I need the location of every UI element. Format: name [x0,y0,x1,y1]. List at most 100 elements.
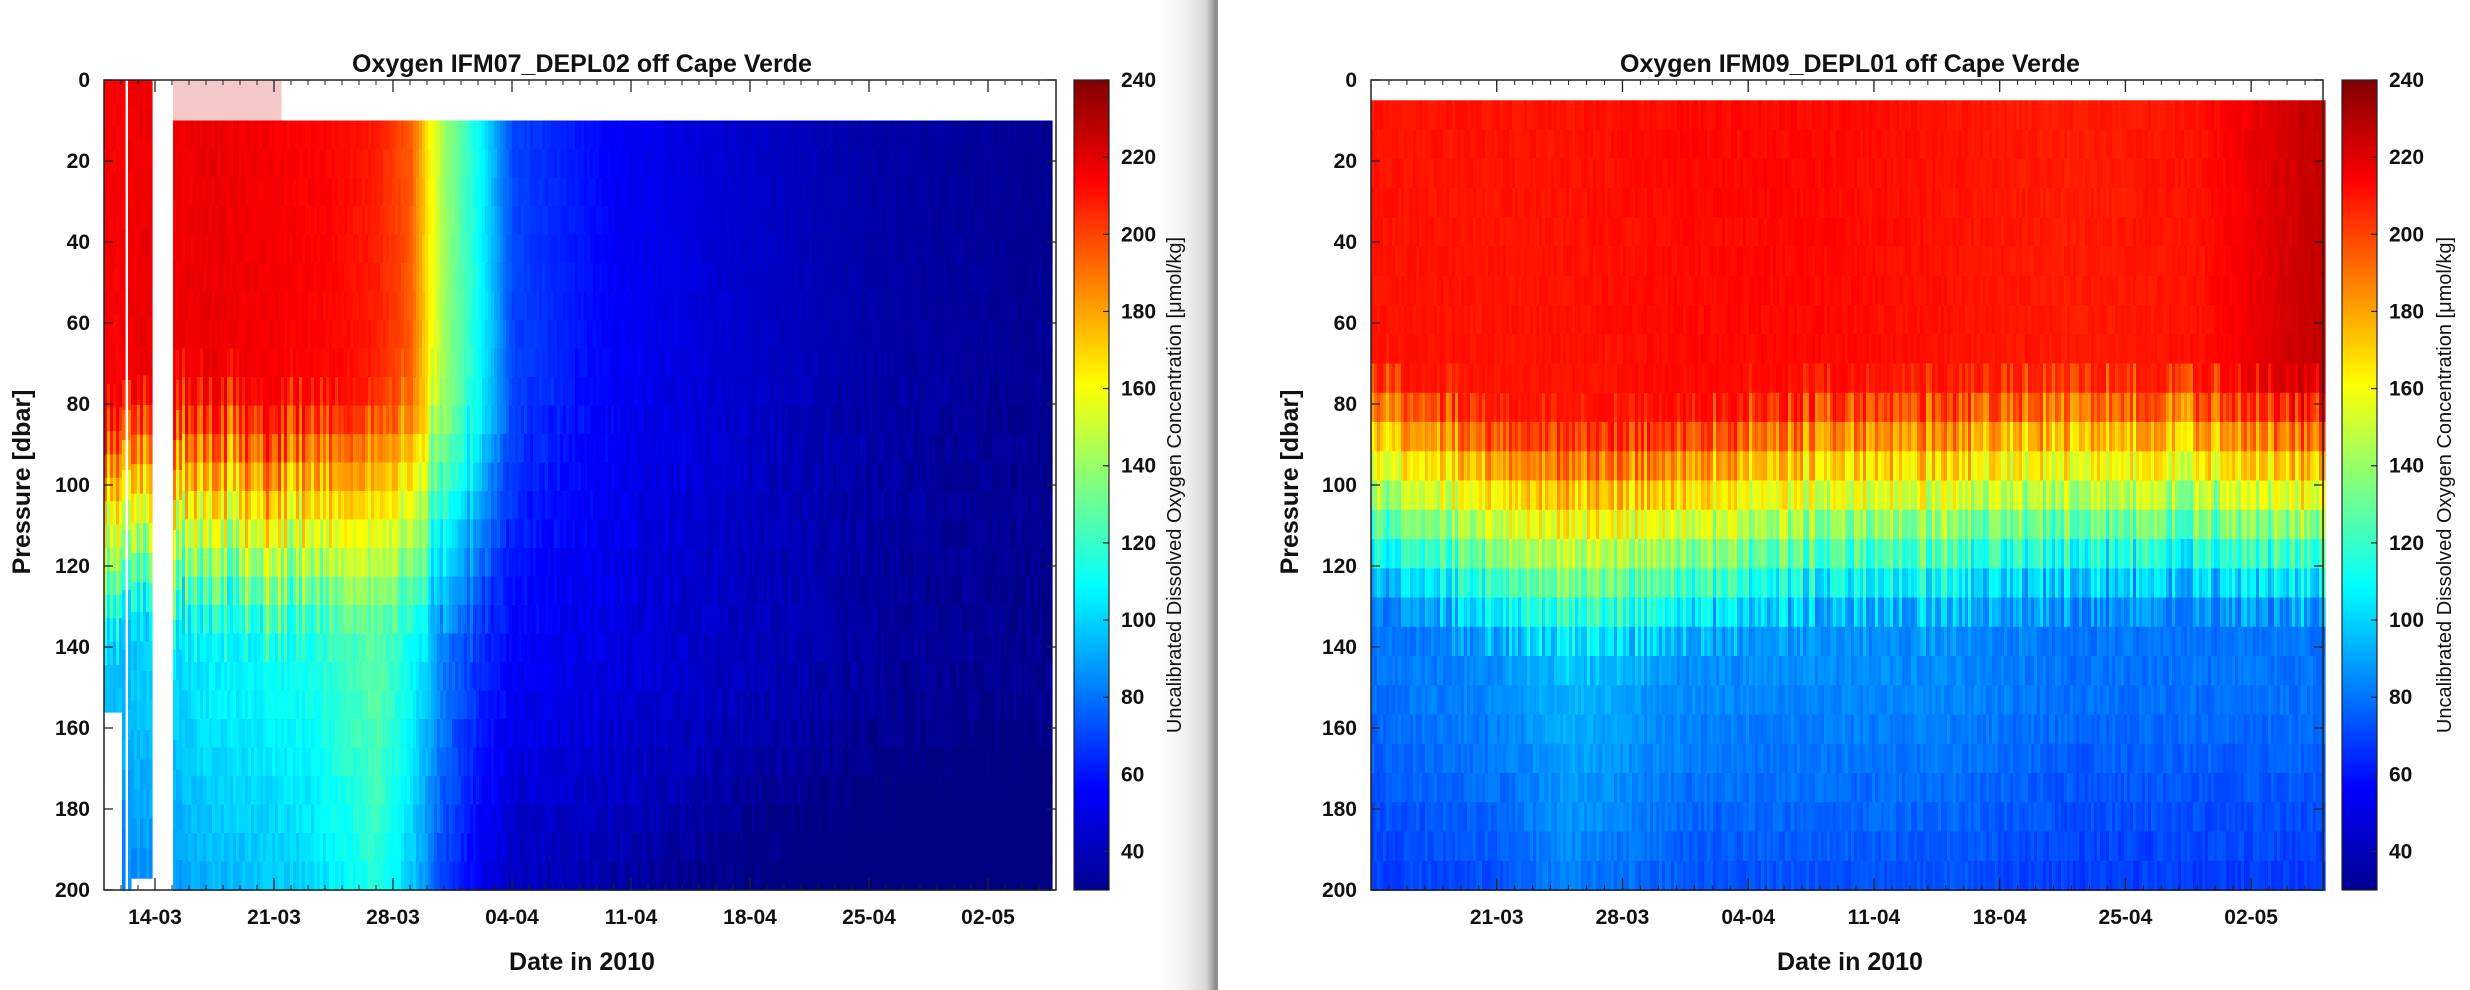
heatmap-cell [368,633,372,663]
heatmap-cell [584,491,588,521]
heatmap-cell [146,464,150,495]
heatmap-cell [149,641,153,672]
heatmap-cell [455,405,459,435]
heatmap-cell [602,776,606,806]
heatmap-cell [548,548,552,578]
heatmap-cell [500,434,504,464]
heatmap-cell [290,291,294,321]
heatmap-cell [569,719,573,749]
heatmap-cell [353,804,357,834]
heatmap-cell [329,776,333,806]
heatmap-cell [239,690,243,720]
heatmap-cell [347,120,351,150]
heatmap-cell [272,120,276,150]
heatmap-cell [656,234,660,264]
heatmap-cell [197,519,201,549]
heatmap-cell [350,747,354,777]
heatmap-cell [596,861,600,891]
heatmap-cell [143,80,147,111]
heatmap-cell [290,120,294,150]
heatmap-cell [548,491,552,521]
heatmap-cell [290,519,294,549]
heatmap-cell [185,263,189,293]
heatmap-cell [326,690,330,720]
heatmap-cell [650,149,654,179]
heatmap-cell [605,462,609,492]
heatmap-cell [350,177,354,207]
heatmap-cell [401,576,405,606]
heatmap-cell [362,804,366,834]
heatmap-cell [509,177,513,207]
heatmap-cell [461,833,465,863]
heatmap-cell [197,690,201,720]
heatmap-cell [674,320,678,350]
heatmap-cell [377,462,381,492]
heatmap-cell [248,690,252,720]
heatmap-cell [425,149,429,179]
heatmap-cell [614,377,618,407]
heatmap-cell [362,320,366,350]
heatmap-cell [530,377,534,407]
heatmap-cell [233,263,237,293]
heatmap-cell [569,747,573,777]
heatmap-cell [614,206,618,236]
heatmap-cell [527,120,531,150]
heatmap-cell [611,348,615,378]
heatmap-cell [665,747,669,777]
heatmap-cell [350,605,354,635]
heatmap-cell [215,405,219,435]
heatmap-cell [302,320,306,350]
heatmap-cell [185,776,189,806]
heatmap-cell [554,320,558,350]
heatmap-cell [137,316,141,347]
heatmap-cell [521,548,525,578]
heatmap-cell [539,377,543,407]
heatmap-cell [647,662,651,692]
heatmap-cell [377,633,381,663]
heatmap-cell [149,848,153,879]
heatmap-cell [617,149,621,179]
heatmap-cell [470,690,474,720]
heatmap-cell [134,759,138,790]
heatmap-cell [242,377,246,407]
heatmap-cell [335,263,339,293]
heatmap-cell [134,552,138,584]
heatmap-cell [644,747,648,777]
heatmap-cell [536,747,540,777]
heatmap-cell [290,776,294,806]
heatmap-cell [377,348,381,378]
heatmap-cell [590,462,594,492]
heatmap-cell [656,548,660,578]
heatmap-cell [464,263,468,293]
heatmap-cell [479,491,483,521]
heatmap-cell [356,462,360,492]
heatmap-cell [605,633,609,663]
heatmap-cell [335,120,339,150]
heatmap-cell [644,234,648,264]
heatmap-cell [491,662,495,692]
heatmap-cell [374,633,378,663]
heatmap-cell [476,149,480,179]
heatmap-cell [650,605,654,635]
heatmap-cell [482,149,486,179]
heatmap-cell [518,548,522,578]
heatmap-cell [251,804,255,834]
heatmap-cell [434,291,438,321]
heatmap-cell [467,833,471,863]
heatmap-cell [344,747,348,777]
heatmap-cell [176,710,180,741]
heatmap-cell [557,690,561,720]
heatmap-cell [374,833,378,863]
heatmap-cell [242,662,246,692]
heatmap-cell [335,576,339,606]
heatmap-cell [554,548,558,578]
heatmap-cell [422,861,426,891]
heatmap-cell [671,576,675,606]
heatmap-cell [551,320,555,350]
heatmap-cell [266,377,270,407]
heatmap-cell [575,548,579,578]
heatmap-cell [416,149,420,179]
heatmap-cell [113,641,117,666]
heatmap-cell [659,434,663,464]
heatmap-cell [443,662,447,692]
